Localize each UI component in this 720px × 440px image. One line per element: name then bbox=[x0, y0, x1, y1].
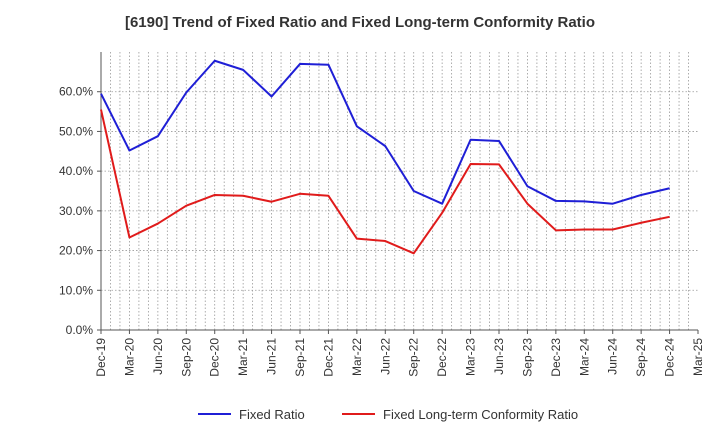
x-tick-label: Sep-20 bbox=[179, 338, 193, 377]
x-tick-label: Jun-24 bbox=[606, 338, 620, 375]
x-tick-label: Mar-21 bbox=[236, 338, 250, 376]
y-tick-label: 30.0% bbox=[59, 204, 93, 218]
x-tick-label: Dec-23 bbox=[549, 338, 563, 377]
y-tick-label: 40.0% bbox=[59, 164, 93, 178]
series-line-fixed-ratio bbox=[100, 59, 670, 205]
x-tick-label: Mar-24 bbox=[577, 338, 591, 376]
x-tick-label: Jun-21 bbox=[265, 338, 279, 375]
plot-area bbox=[101, 52, 698, 330]
series-line-fixed-long-term-conformity-ratio bbox=[100, 109, 670, 255]
x-tick-label: Dec-22 bbox=[435, 338, 449, 377]
x-tick-label: Mar-23 bbox=[464, 338, 478, 376]
y-tick-label: 60.0% bbox=[59, 85, 93, 99]
legend-label: Fixed Ratio bbox=[239, 407, 305, 422]
y-tick-label: 0.0% bbox=[66, 323, 94, 337]
x-tick-label: Sep-23 bbox=[520, 338, 534, 377]
y-tick-label: 10.0% bbox=[59, 283, 93, 297]
x-tick-label: Dec-24 bbox=[663, 338, 677, 377]
x-tick-label: Jun-23 bbox=[492, 338, 506, 375]
x-tick-label: Dec-20 bbox=[208, 338, 222, 377]
x-tick-label: Dec-19 bbox=[94, 338, 108, 377]
x-tick-label: Mar-22 bbox=[350, 338, 364, 376]
x-tick-label: Jun-20 bbox=[151, 338, 165, 375]
x-tick-label: Sep-21 bbox=[293, 338, 307, 377]
x-tick-label: Dec-21 bbox=[321, 338, 335, 377]
legend-label: Fixed Long-term Conformity Ratio bbox=[383, 407, 578, 422]
x-tick-label: Mar-25 bbox=[691, 338, 705, 376]
x-tick-label: Sep-24 bbox=[634, 338, 648, 377]
y-tick-label: 50.0% bbox=[59, 124, 93, 138]
x-tick-label: Jun-22 bbox=[378, 338, 392, 375]
x-tick-label: Mar-20 bbox=[122, 338, 136, 376]
y-tick-label: 20.0% bbox=[59, 244, 93, 258]
chart-title: [6190] Trend of Fixed Ratio and Fixed Lo… bbox=[124, 14, 596, 31]
x-tick-label: Sep-22 bbox=[407, 338, 421, 377]
